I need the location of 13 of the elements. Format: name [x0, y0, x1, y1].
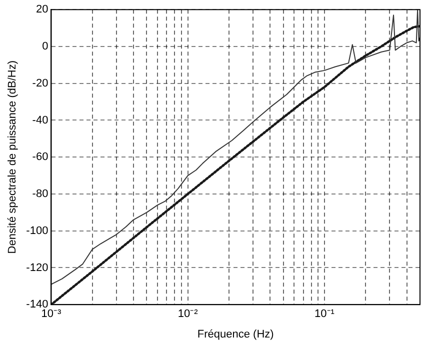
y-tick-label: 20 [36, 4, 48, 16]
y-axis-title: Densité spectrale de puissance (dB/Hz) [6, 60, 19, 254]
y-tick-label: -120 [26, 262, 48, 274]
y-tick-label: -100 [26, 224, 48, 237]
x-tick-label: 10⁻³ [41, 308, 62, 320]
y-tick-label: -40 [32, 114, 48, 126]
x-axis-title: Fréquence (Hz) [197, 328, 274, 340]
x-tick-label: 10⁻² [178, 308, 198, 320]
y-tick-label: -80 [32, 188, 48, 200]
x-tick-label: 10⁻¹ [314, 308, 335, 320]
y-tick-label: 0 [42, 40, 48, 53]
y-tick-label: -60 [32, 151, 48, 164]
y-tick-label: -20 [32, 77, 48, 90]
